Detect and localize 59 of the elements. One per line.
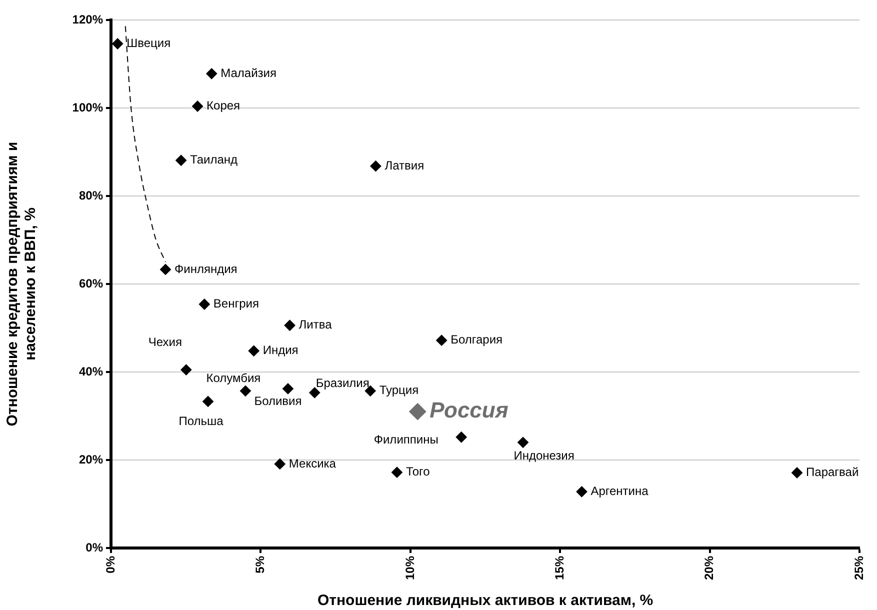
point [576,486,588,498]
y-tick-label: 20% [78,452,104,466]
x-tick-label: 20% [702,556,716,580]
point [202,396,214,407]
series-label: Колумбия [206,371,261,386]
series-label: Турция [379,383,419,398]
point [206,68,218,80]
point [792,467,803,478]
x-tick-label: 10% [402,556,417,580]
point [198,298,210,310]
y-axis-title: Отношение кредитов предприятиям и населению к ВВП, % [4,142,40,426]
x-tick-label: 0% [103,556,118,574]
y-tick-label: 80% [78,188,104,202]
series-label: Индия [262,343,298,358]
series-label: Малайзия [220,66,276,80]
y-tick-label: 40% [78,364,104,378]
point [160,264,171,275]
point [274,458,286,470]
series-label: Латвия [384,158,424,172]
point [282,383,294,394]
series-label: Того [406,464,430,479]
point [176,154,187,166]
point [192,100,204,112]
series-label: Индонезия [514,448,574,463]
series-label: Парагвай [806,465,859,480]
x-tick-label: 15% [552,556,566,580]
point [456,432,467,443]
series-label: Болгария [450,332,503,347]
point [409,403,426,420]
point [370,160,382,172]
point [436,334,448,346]
x-tick-label: 25% [852,556,866,580]
point [240,385,251,396]
series-label: Чехия [148,335,182,350]
series-label: Литва [298,318,332,332]
y-tick-label: 60% [78,276,104,290]
y-tick-label: 100% [72,100,104,114]
series-label: Россия [430,398,508,423]
series-label: Швеция [126,36,171,50]
point [518,436,529,448]
series-label: Венгрия [213,296,259,311]
series-label: Боливия [254,394,302,408]
point [284,320,296,331]
point [248,345,260,356]
y-tick-label: 0% [86,540,104,554]
series-label: Таиланд [190,152,238,167]
series-label: Бразилия [316,376,370,390]
series-label: Мексика [288,456,336,470]
x-axis-title: Отношение ликвидных активов к активам, % [317,592,654,610]
series-label: Корея [206,98,240,113]
point [391,466,402,478]
x-tick-label: 5% [253,556,268,574]
point [180,364,192,376]
series-label: Финляндия [174,262,238,276]
y-tick-label: 120% [72,12,104,26]
series-label: Польша [178,414,224,428]
series-label: Филиппины [374,432,438,446]
series-label: Аргентина [590,484,649,498]
point [112,38,124,50]
